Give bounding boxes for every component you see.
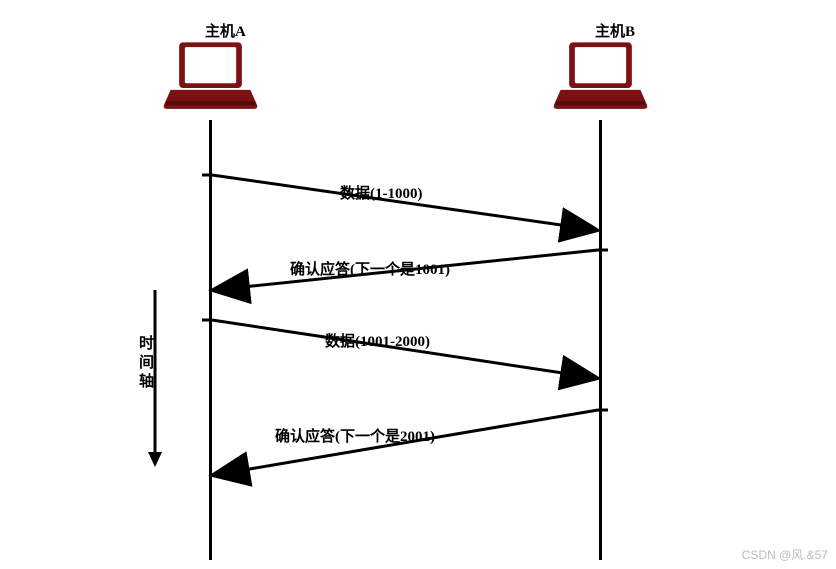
- message-label-3: 确认应答(下一个是2001): [275, 425, 435, 446]
- message-label-1: 确认应答(下一个是1001): [290, 258, 450, 279]
- timeline-b: [599, 120, 602, 560]
- host-b-laptop-icon: [553, 40, 648, 120]
- watermark-text: CSDN @风.&57: [742, 546, 828, 563]
- host-b-label: 主机B: [595, 20, 635, 41]
- time-axis-label: 时间轴: [135, 335, 156, 392]
- host-a-laptop-icon: [163, 40, 258, 120]
- messages-diagram: [0, 0, 836, 569]
- timeline-a: [209, 120, 212, 560]
- message-label-2: 数据(1001-2000): [325, 330, 430, 351]
- host-a-label: 主机A: [205, 20, 246, 41]
- message-label-0: 数据(1-1000): [340, 182, 423, 203]
